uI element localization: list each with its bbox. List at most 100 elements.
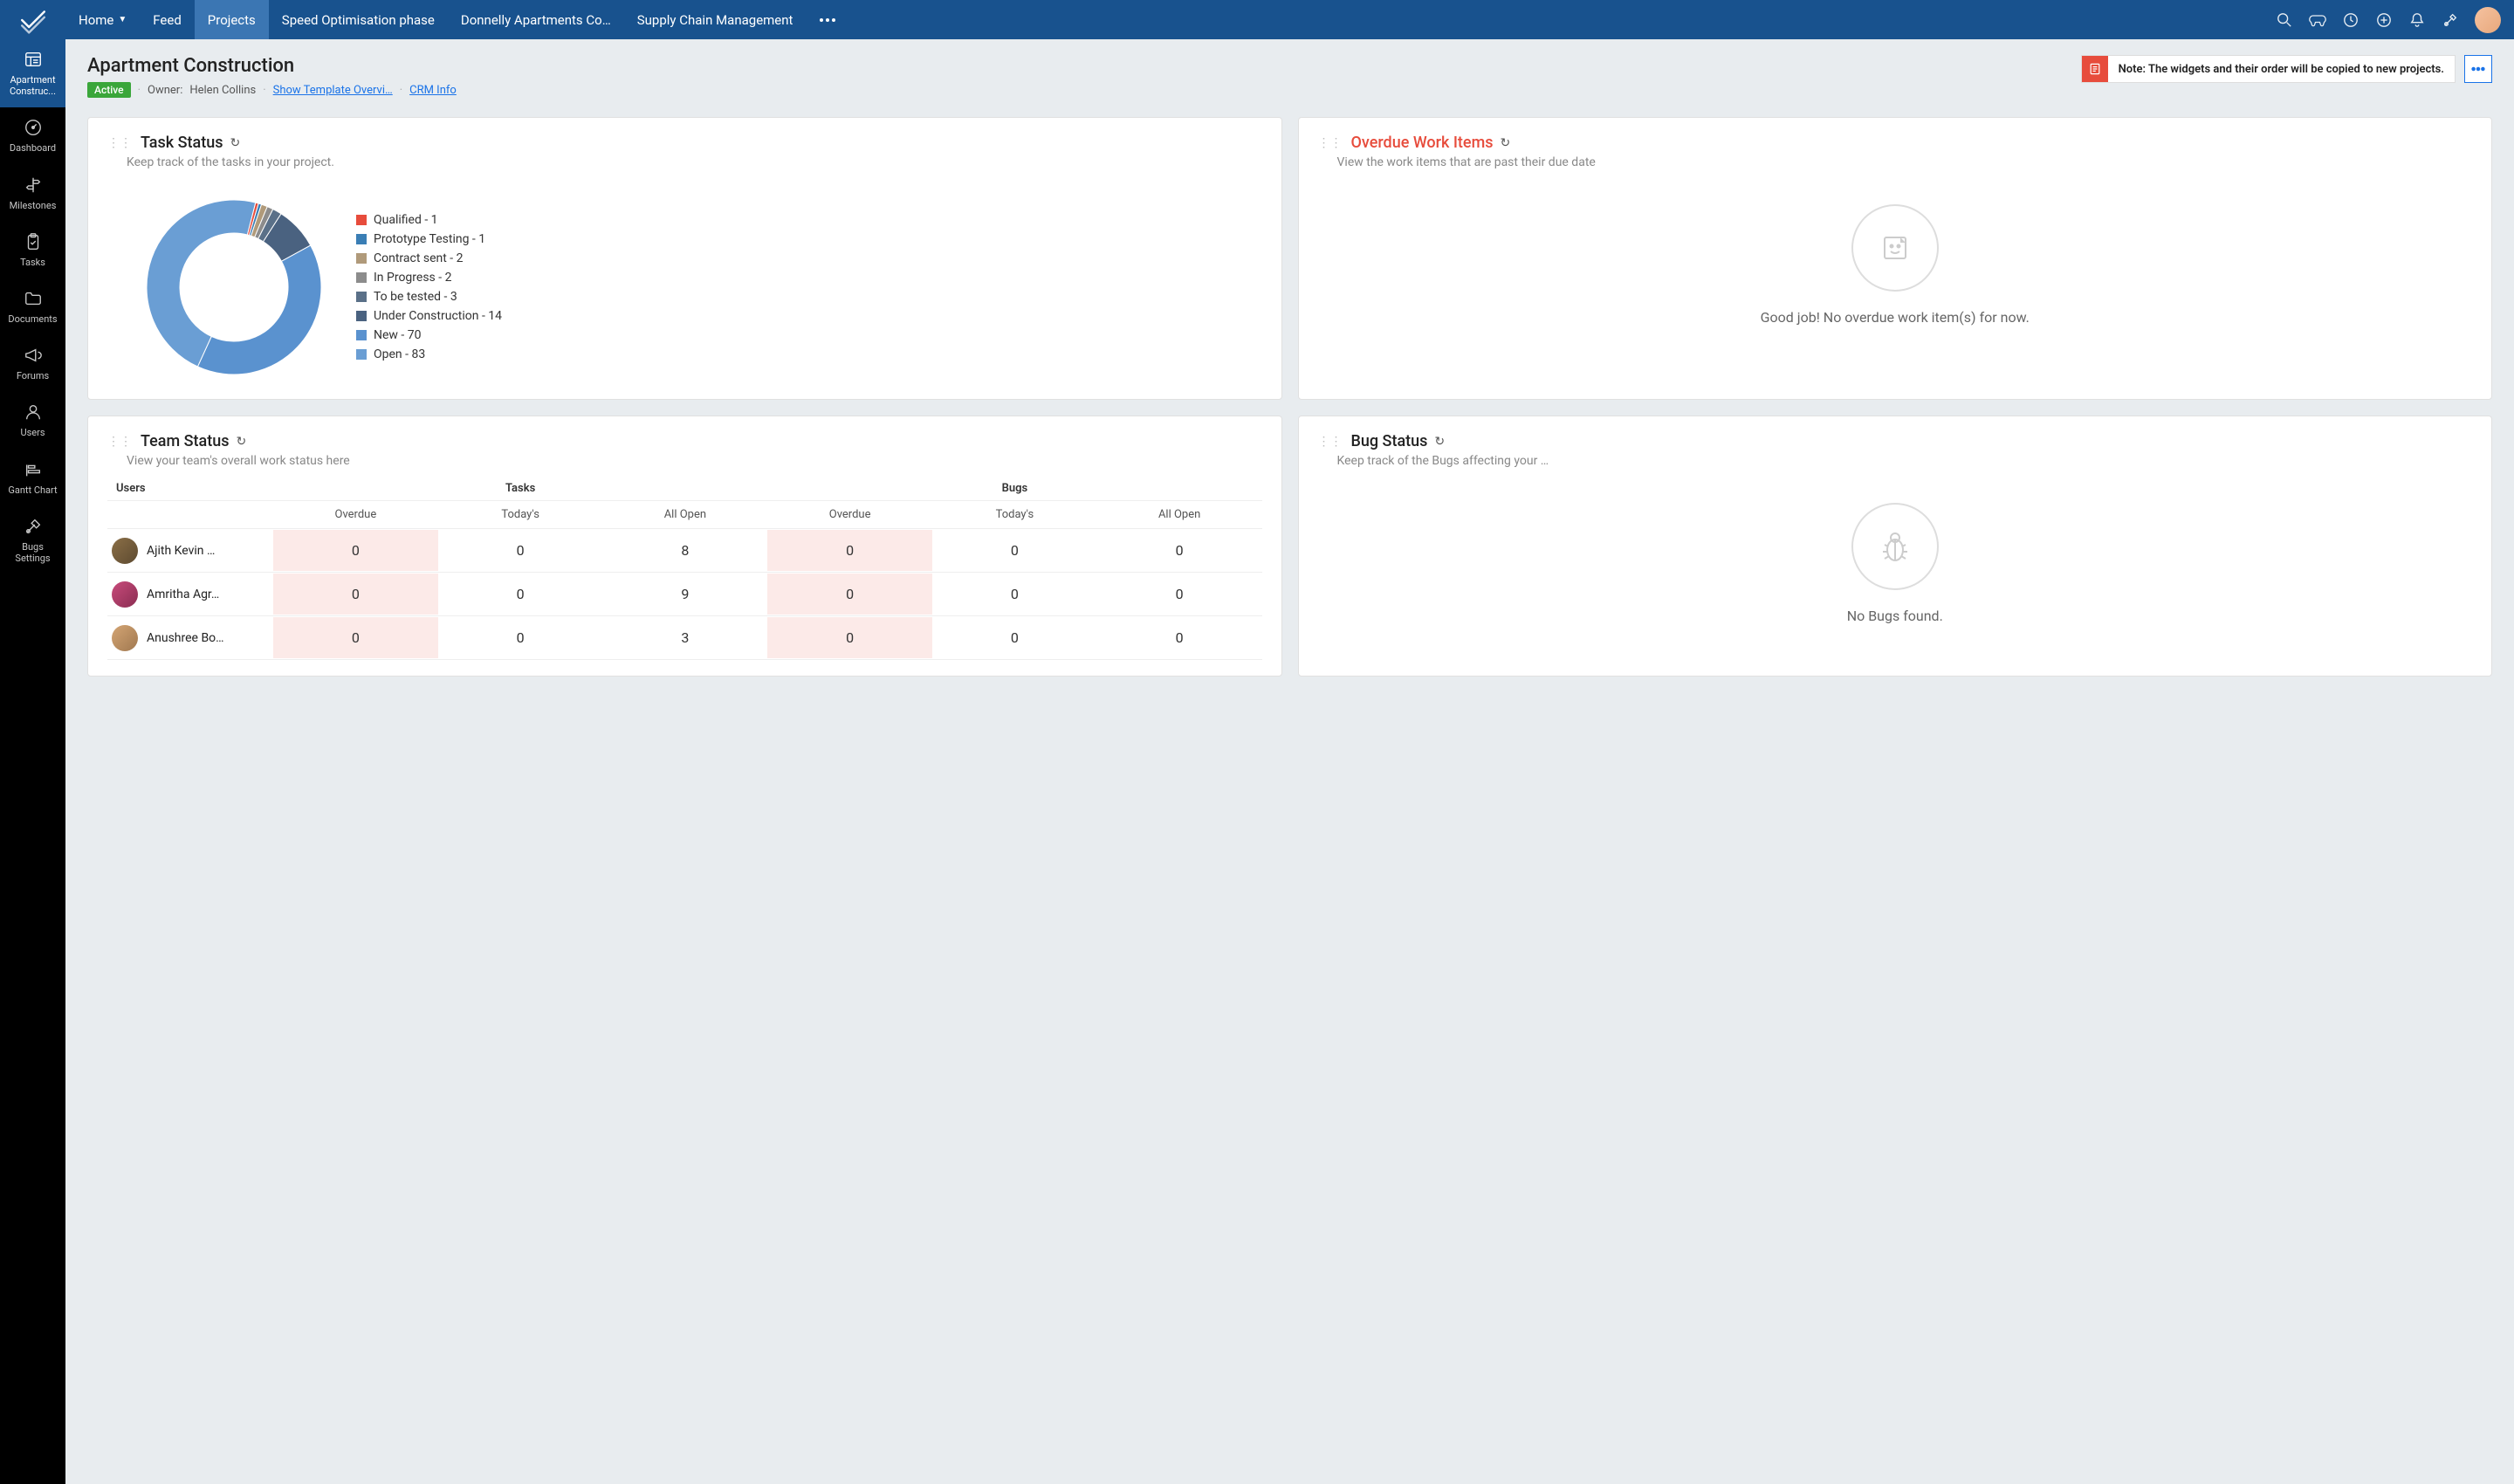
donut-segment[interactable] <box>197 245 321 374</box>
nav-more-icon[interactable] <box>806 17 849 23</box>
table-subheader: All Open <box>603 508 768 521</box>
sidebar-item[interactable]: Dashboard <box>0 107 65 164</box>
legend-swatch <box>356 330 367 340</box>
refresh-icon[interactable]: ↻ <box>1434 435 1445 449</box>
user-avatar <box>112 625 138 651</box>
user-avatar[interactable] <box>2475 7 2501 33</box>
table-header: Users <box>107 482 273 495</box>
nav-link[interactable]: Speed Optimisation phase <box>269 0 448 39</box>
widget-subtitle: View your team's overall work status her… <box>127 454 1262 468</box>
table-cell: 0 <box>1097 574 1262 615</box>
legend-label: To be tested - 3 <box>374 290 457 304</box>
table-cell: 9 <box>603 574 768 615</box>
widget-settings-button[interactable] <box>2464 55 2492 83</box>
table-subheader: Today's <box>932 508 1097 521</box>
drag-handle-icon[interactable]: ⋮⋮ <box>1318 435 1343 449</box>
page-title: Apartment Construction <box>87 55 2081 77</box>
nav-link[interactable]: Feed <box>140 0 195 39</box>
chevron-down-icon: ▼ <box>118 15 127 24</box>
widget-task-status: ⋮⋮ Task Status ↻ Keep track of the tasks… <box>87 117 1282 400</box>
table-cell: 8 <box>603 530 768 571</box>
legend-item[interactable]: Prototype Testing - 1 <box>356 232 502 246</box>
legend-item[interactable]: Under Construction - 14 <box>356 309 502 323</box>
app-logo[interactable] <box>0 0 65 39</box>
nav-link[interactable]: Donnelly Apartments Co… <box>448 0 624 39</box>
user-icon <box>24 402 43 422</box>
legend-label: Qualified - 1 <box>374 213 438 227</box>
legend-label: Contract sent - 2 <box>374 251 464 265</box>
table-cell: 0 <box>1097 617 1262 658</box>
widget-title: Team Status <box>141 432 230 450</box>
drag-handle-icon[interactable]: ⋮⋮ <box>1318 136 1343 150</box>
widget-title: Overdue Work Items <box>1351 134 1494 152</box>
table-row[interactable]: Anushree Bo…003000 <box>107 616 1262 660</box>
legend-swatch <box>356 349 367 360</box>
legend-swatch <box>356 311 367 321</box>
sidebar-item-label: Milestones <box>10 200 57 211</box>
sidebar-item[interactable]: Bugs Settings <box>0 506 65 574</box>
signpost-icon <box>24 175 43 195</box>
clock-icon[interactable] <box>2342 11 2359 29</box>
search-icon[interactable] <box>2276 11 2293 29</box>
legend-swatch <box>356 272 367 283</box>
page-header: Apartment Construction Active · Owner: H… <box>65 39 2514 108</box>
sidebar-item[interactable]: Users <box>0 392 65 449</box>
table-cell: 0 <box>932 617 1097 658</box>
note-banner: Note: The widgets and their order will b… <box>2081 55 2456 83</box>
sidebar-item[interactable]: Tasks <box>0 222 65 278</box>
nav-link[interactable]: Supply Chain Management <box>624 0 807 39</box>
sidebar-item[interactable]: Documents <box>0 278 65 335</box>
legend-item[interactable]: Contract sent - 2 <box>356 251 502 265</box>
legend-item[interactable]: New - 70 <box>356 328 502 342</box>
nav-link[interactable]: Projects <box>195 0 269 39</box>
top-navbar: Home▼FeedProjectsSpeed Optimisation phas… <box>0 0 2514 39</box>
legend-item[interactable]: To be tested - 3 <box>356 290 502 304</box>
table-row[interactable]: Amritha Agr…009000 <box>107 573 1262 616</box>
table-subheader: Overdue <box>767 508 932 521</box>
table-cell: 0 <box>438 530 603 571</box>
sidebar-item-label: Forums <box>17 370 49 381</box>
template-overview-link[interactable]: Show Template Overvi… <box>273 84 393 97</box>
widget-subtitle: Keep track of the Bugs affecting your … <box>1337 454 2473 468</box>
crm-info-link[interactable]: CRM Info <box>409 84 457 97</box>
sidebar-item-label: Users <box>20 427 45 438</box>
table-cell: 0 <box>273 530 438 571</box>
sidebar-item[interactable]: Forums <box>0 335 65 392</box>
legend-item[interactable]: In Progress - 2 <box>356 271 502 285</box>
legend-item[interactable]: Qualified - 1 <box>356 213 502 227</box>
add-icon[interactable] <box>2375 11 2393 29</box>
sidebar-item[interactable]: Gantt Chart <box>0 450 65 506</box>
gamepad-icon[interactable] <box>2309 11 2326 29</box>
nav-link[interactable]: Home▼ <box>65 0 140 39</box>
tools-icon[interactable] <box>2442 11 2459 29</box>
sidebar-item-label: Dashboard <box>10 142 56 154</box>
table-row[interactable]: Ajith Kevin …008000 <box>107 529 1262 573</box>
folder-icon <box>24 289 43 308</box>
legend-swatch <box>356 215 367 225</box>
refresh-icon[interactable]: ↻ <box>230 136 241 150</box>
legend-swatch <box>356 253 367 264</box>
bell-icon[interactable] <box>2408 11 2426 29</box>
template-icon <box>24 50 43 69</box>
legend-item[interactable]: Open - 83 <box>356 347 502 361</box>
team-status-table: UsersTasksBugsOverdueToday'sAll OpenOver… <box>107 477 1262 660</box>
tools-icon <box>24 517 43 536</box>
drag-handle-icon[interactable]: ⋮⋮ <box>107 435 132 449</box>
table-cell: 0 <box>438 617 603 658</box>
gauge-icon <box>24 118 43 137</box>
user-name: Anushree Bo… <box>147 631 224 645</box>
refresh-icon[interactable]: ↻ <box>237 435 247 449</box>
megaphone-icon <box>24 346 43 365</box>
legend-label: Prototype Testing - 1 <box>374 232 485 246</box>
widget-subtitle: View the work items that are past their … <box>1337 155 2473 169</box>
empty-message: No Bugs found. <box>1847 608 1943 624</box>
sidebar-item[interactable]: Apartment Construc... <box>0 39 65 107</box>
user-avatar <box>112 581 138 608</box>
bug-icon <box>1851 503 1939 590</box>
refresh-icon[interactable]: ↻ <box>1501 136 1511 150</box>
main-content: Apartment Construction Active · Owner: H… <box>65 39 2514 1484</box>
sidebar-item[interactable]: Milestones <box>0 165 65 222</box>
gantt-icon <box>24 460 43 479</box>
clipboard-icon <box>24 232 43 251</box>
drag-handle-icon[interactable]: ⋮⋮ <box>107 136 132 150</box>
